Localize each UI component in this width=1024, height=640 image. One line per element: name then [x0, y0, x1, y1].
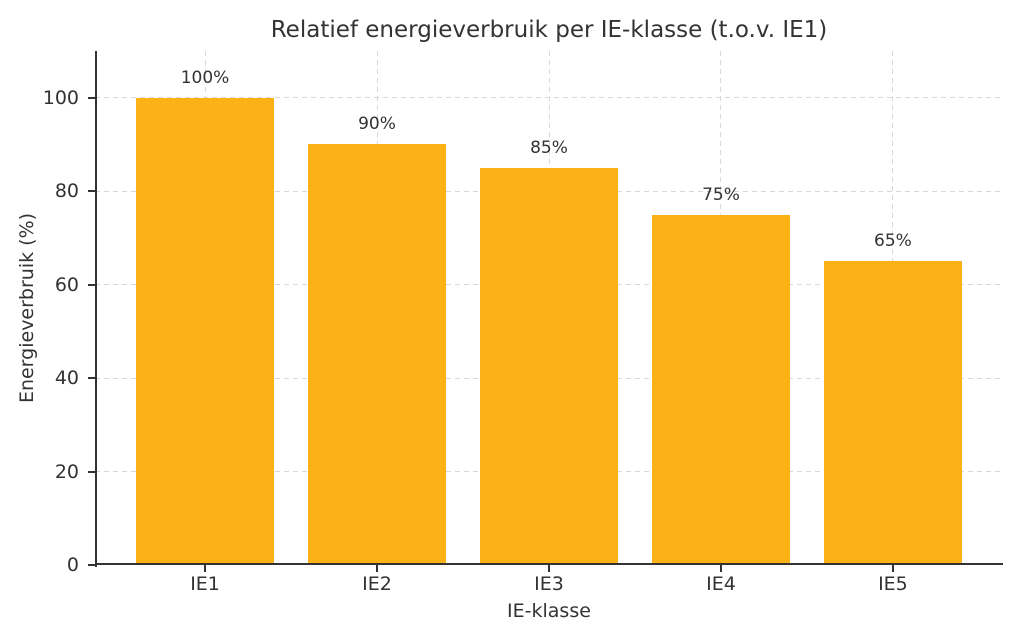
y-tick-label-60: 60 [54, 273, 79, 296]
x-tick-label-IE2: IE2 [362, 573, 392, 595]
x-tick-label-IE4: IE4 [706, 573, 736, 595]
y-tick-label-100: 100 [42, 86, 79, 109]
x-tick-label-IE1: IE1 [190, 573, 220, 595]
x-tick-IE1 [204, 565, 207, 572]
y-axis-label: Energieverbruik (%) [16, 212, 38, 404]
x-axis-spine [95, 563, 1003, 565]
bar-IE3 [480, 167, 618, 565]
y-tick-20 [88, 470, 95, 473]
y-tick-label-20: 20 [54, 460, 79, 483]
x-tick-IE2 [376, 565, 379, 572]
x-tick-label-IE3: IE3 [534, 573, 564, 595]
bar-value-label-IE4: 75% [702, 184, 740, 205]
bar-value-label-IE2: 90% [358, 114, 396, 135]
chart-title: Relatief energieverbruik per IE-klasse (… [270, 17, 828, 43]
y-axis-spine [95, 51, 97, 567]
bar-IE1 [136, 97, 274, 565]
x-tick-IE3 [548, 565, 550, 572]
y-tick-label-80: 80 [54, 180, 79, 203]
plot-area: 0 20 40 60 80 100 100% IE1 90% IE2 85% IE3 75% IE4 65%… [43, 51, 1003, 595]
y-tick-80 [88, 190, 95, 193]
y-tick-label-0: 0 [66, 554, 79, 576]
x-tick-IE4 [719, 565, 722, 572]
bar-value-label-IE3: 85% [530, 137, 568, 158]
y-tick-0 [88, 564, 95, 566]
bar-IE2 [308, 144, 446, 565]
x-axis-label: IE-klasse [507, 600, 591, 622]
x-tick-label-IE5: IE5 [878, 573, 908, 595]
bar-value-label-IE1: 100% [180, 67, 230, 88]
y-tick-40 [88, 377, 95, 380]
bar-IE5 [824, 261, 962, 565]
y-tick-label-40: 40 [54, 367, 79, 390]
y-tick-60 [88, 283, 95, 286]
x-tick-IE5 [891, 565, 894, 572]
bar-value-label-IE5: 65% [874, 231, 912, 252]
y-tick-100 [88, 96, 95, 99]
bar-IE4 [652, 214, 790, 565]
